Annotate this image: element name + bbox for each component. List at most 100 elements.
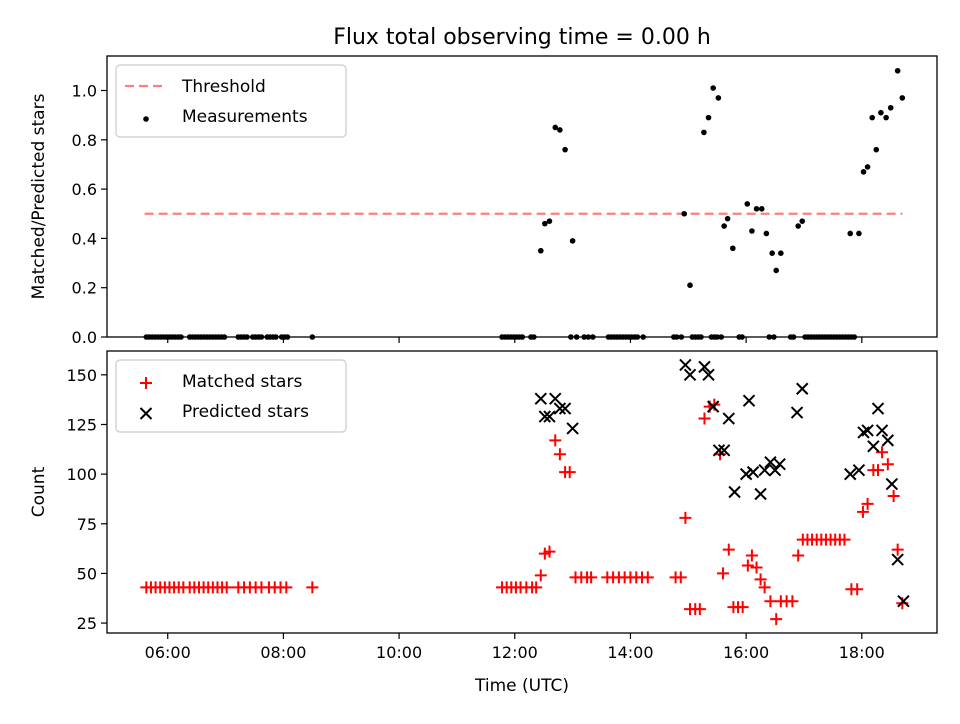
data-point [867,440,880,453]
y-tick-label: 1.0 [72,82,97,101]
data-point [758,463,771,477]
data-point [769,250,775,256]
data-point [844,467,857,481]
data-point [563,466,576,479]
data-point [744,201,751,207]
data-point [770,613,783,626]
data-point [878,109,884,116]
y-tick-label: 0.0 [72,328,97,347]
data-point [872,464,885,477]
y-axis-label: Matched/Predicted stars [29,93,49,299]
data-point [873,146,880,153]
legend-label: Measurements [182,107,308,127]
legend: Matched stars Predicted stars [115,359,347,433]
data-point [641,571,654,584]
data-point [543,545,556,558]
data-point [721,223,727,229]
data-point [722,543,735,556]
data-point [679,358,692,372]
x-tick-label: 16:00 [723,643,769,662]
data-point [887,489,900,502]
y-tick-label: 150 [66,366,97,385]
data-point [754,487,767,501]
legend-box [115,64,347,138]
data-point [790,406,804,419]
data-point [557,127,563,133]
data-point [530,581,543,594]
data-point [753,206,760,212]
y-tick-label: 100 [66,465,97,484]
data-point [883,114,889,121]
data-point [220,581,233,594]
data-point [750,561,763,574]
data-point [758,581,771,594]
x-tick-label: 06:00 [145,643,191,662]
data-point [306,581,319,594]
data-point [838,533,851,546]
data-point [881,434,895,447]
legend-label: Matched stars [182,372,302,392]
data-point [542,220,548,227]
data-point [881,458,894,471]
data-point [857,426,870,439]
data-point [887,104,894,111]
data-point [687,282,693,289]
y-tick-label: 0.8 [72,131,97,150]
data-point [538,410,552,423]
data-point [745,549,758,562]
y-axis-label: Count [29,466,49,517]
data-point [749,228,755,234]
data-point [698,360,711,374]
data-point [861,497,874,510]
y-tick-label: 0.2 [72,279,97,298]
data-point [736,601,749,614]
y-tick-label: 25 [77,614,97,633]
legend-dot-swatch [143,116,149,122]
data-point [741,559,754,572]
data-point [778,250,784,256]
data-point [552,124,559,131]
data-point [280,581,293,594]
data-point [799,218,806,224]
data-point [562,146,568,153]
data-point [746,465,760,479]
data-point [706,400,720,413]
data-point [701,129,707,136]
series-matched-stars [140,398,909,626]
x-tick-label: 08:00 [260,643,306,662]
y-tick-label: 75 [77,515,97,534]
data-point [537,247,544,254]
data-point [897,595,910,608]
data-point [764,456,777,469]
data-point [553,448,566,461]
legend-label: Threshold [181,77,266,97]
data-point [558,402,572,415]
data-point [899,95,906,101]
data-point [869,114,876,121]
x-tick-label: 12:00 [492,643,538,662]
data-point [553,402,567,415]
data-point [860,169,867,175]
data-point [763,230,770,237]
data-point [585,571,598,584]
data-point [730,245,736,252]
y-tick-label: 50 [77,564,97,583]
data-point [546,218,553,224]
y-tick-label: 125 [66,415,97,434]
data-point [852,463,866,477]
data-point [875,424,889,437]
chart-title: Flux total observing time = 0.00 h [333,25,711,50]
data-point [851,583,864,596]
data-point [534,392,548,405]
data-point [739,467,753,481]
legend-label: Predicted stars [182,402,309,422]
data-point [549,434,562,447]
legend-cross-swatch [139,407,153,420]
data-point [856,505,869,518]
data-point [681,210,688,217]
data-point [796,382,809,395]
data-point [549,392,562,405]
data-point [705,114,712,121]
legend-plus-swatch [140,377,152,389]
